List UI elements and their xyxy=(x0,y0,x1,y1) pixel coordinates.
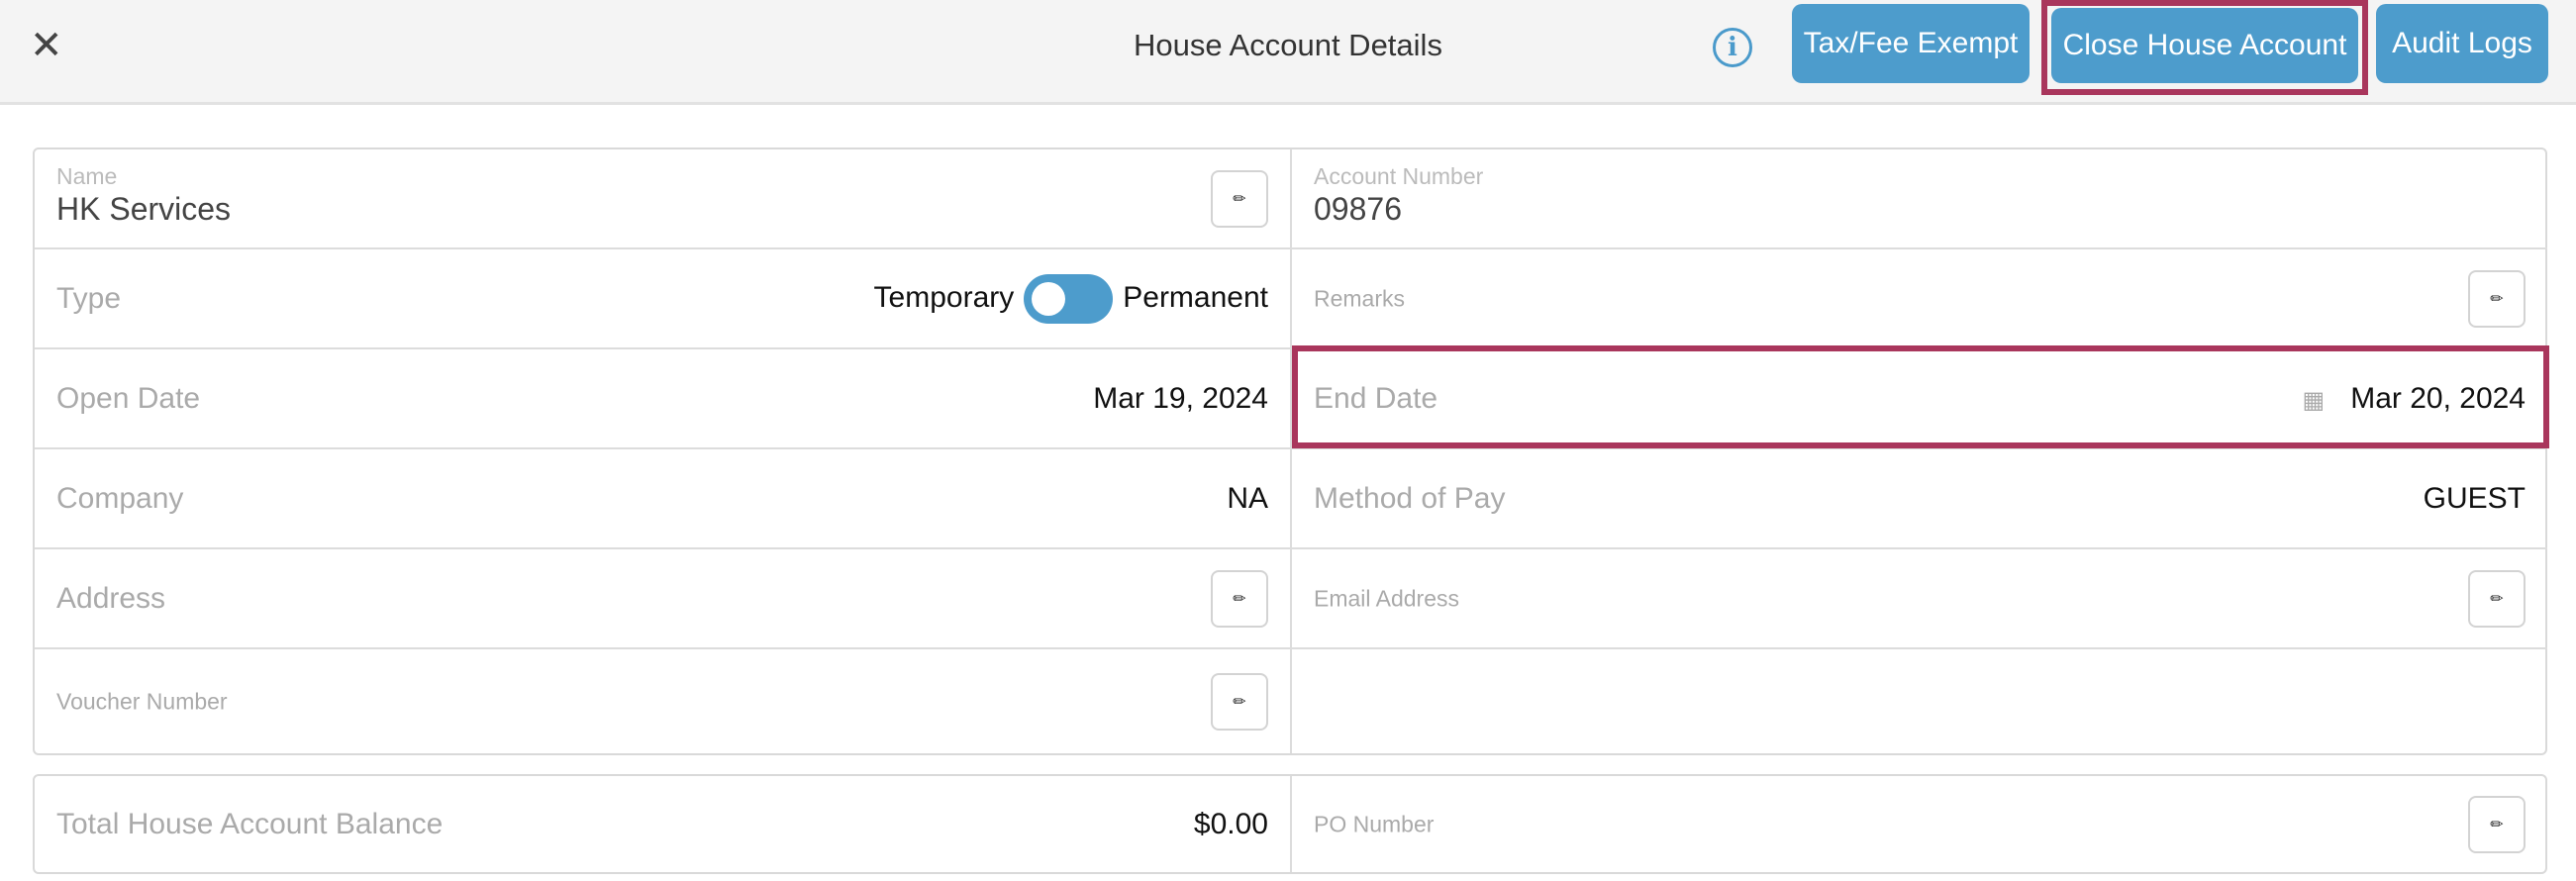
open-date-field: Open Date Mar 19, 2024 xyxy=(35,349,1292,449)
po-number-label: PO Number xyxy=(1314,811,1435,836)
account-number-label: Account Number xyxy=(1314,163,1484,189)
highlight-box xyxy=(2041,0,2368,95)
company-value: NA xyxy=(1227,481,1268,515)
edit-name-button[interactable]: ✏ xyxy=(1211,169,1268,228)
po-number-field: PO Number ✏ xyxy=(1292,776,2547,872)
type-field: Type Temporary Permanent xyxy=(35,249,1292,349)
edit-address-button[interactable]: ✏ xyxy=(1211,569,1268,628)
company-label: Company xyxy=(56,481,184,515)
edit-voucher-button[interactable]: ✏ xyxy=(1211,672,1268,731)
method-of-pay-value: GUEST xyxy=(2423,481,2526,515)
close-house-account-button[interactable]: Close House Account xyxy=(2051,8,2358,83)
pencil-icon: ✏ xyxy=(2490,816,2504,833)
temporary-label: Temporary xyxy=(873,280,1015,314)
account-number-field: Account Number 09876 xyxy=(1292,149,2547,249)
total-balance-value: $0.00 xyxy=(1193,807,1268,840)
type-label: Type xyxy=(56,281,122,315)
end-date-group: ▦ Mar 20, 2024 xyxy=(2303,382,2526,416)
info-icon[interactable]: i xyxy=(1713,28,1752,67)
company-field: Company NA xyxy=(35,449,1292,549)
pencil-icon: ✏ xyxy=(2490,590,2504,608)
permanent-label: Permanent xyxy=(1123,280,1268,314)
pencil-icon: ✏ xyxy=(2490,290,2504,308)
type-toggle-group: Temporary Permanent xyxy=(873,273,1268,324)
tax-fee-exempt-button[interactable]: Tax/Fee Exempt xyxy=(1792,4,2030,83)
voucher-number-label: Voucher Number xyxy=(56,688,228,714)
calendar-icon[interactable]: ▦ xyxy=(2302,386,2326,414)
header-bar: ✕ House Account Details i Tax/Fee Exempt… xyxy=(0,0,2576,105)
end-date-label: End Date xyxy=(1314,381,1438,415)
total-balance-label: Total House Account Balance xyxy=(56,807,444,840)
voucher-number-field: Voucher Number ✏ xyxy=(35,649,1292,753)
method-of-pay-field: Method of Pay GUEST xyxy=(1292,449,2547,549)
edit-po-number-button[interactable]: ✏ xyxy=(2468,795,2526,853)
email-address-field: Email Address ✏ xyxy=(1292,549,2547,649)
remarks-field: Remarks ✏ xyxy=(1292,249,2547,349)
highlight-box xyxy=(1292,345,2549,448)
address-field: Address ✏ xyxy=(35,549,1292,649)
pencil-icon: ✏ xyxy=(1233,590,1246,608)
edit-email-button[interactable]: ✏ xyxy=(2468,569,2526,628)
method-of-pay-label: Method of Pay xyxy=(1314,481,1506,515)
audit-logs-button[interactable]: Audit Logs xyxy=(2376,4,2548,83)
open-date-value: Mar 19, 2024 xyxy=(1093,381,1268,415)
details-card: Name HK Services ✏ Account Number 09876 … xyxy=(33,147,2549,755)
email-address-label: Email Address xyxy=(1314,585,1460,611)
total-balance-field: Total House Account Balance $0.00 xyxy=(35,776,1292,872)
open-date-label: Open Date xyxy=(56,381,201,415)
account-number-value: 09876 xyxy=(1314,191,1402,227)
edit-remarks-button[interactable]: ✏ xyxy=(2468,269,2526,328)
end-date-field[interactable]: End Date ▦ Mar 20, 2024 xyxy=(1292,345,2549,449)
name-label: Name xyxy=(56,163,118,189)
remarks-label: Remarks xyxy=(1314,285,1406,311)
pencil-icon: ✏ xyxy=(1233,693,1246,711)
balance-card: Total House Account Balance $0.00 PO Num… xyxy=(33,774,2547,874)
name-field: Name HK Services ✏ xyxy=(35,149,1292,249)
name-value: HK Services xyxy=(56,191,232,227)
empty-cell xyxy=(1292,649,2547,749)
type-toggle[interactable] xyxy=(1024,273,1114,324)
close-icon[interactable]: ✕ xyxy=(30,24,63,67)
end-date-value[interactable]: Mar 20, 2024 xyxy=(2350,381,2526,415)
address-label: Address xyxy=(56,581,166,615)
pencil-icon: ✏ xyxy=(1233,190,1246,208)
